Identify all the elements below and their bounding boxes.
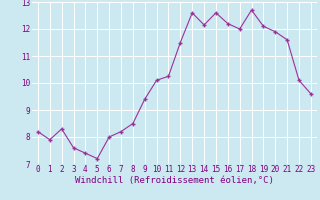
X-axis label: Windchill (Refroidissement éolien,°C): Windchill (Refroidissement éolien,°C) bbox=[75, 176, 274, 185]
